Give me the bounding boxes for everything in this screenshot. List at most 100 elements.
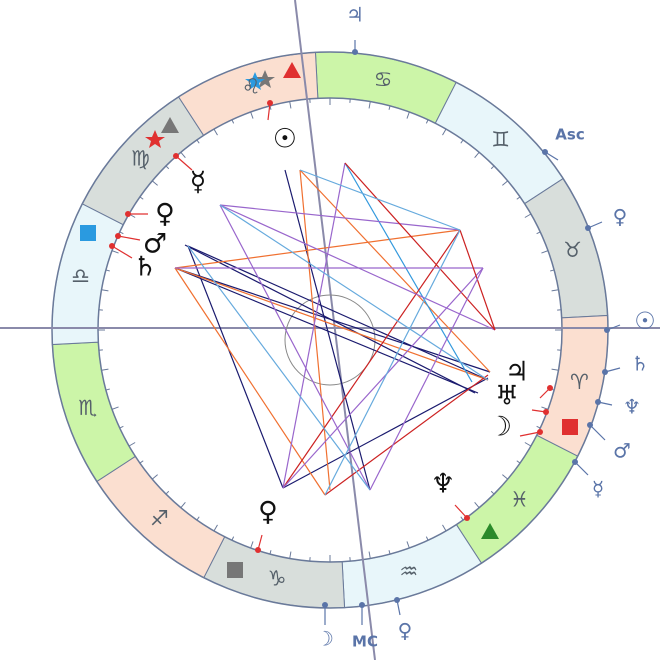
sign-glyph: ♐ bbox=[150, 507, 169, 531]
pointer-line bbox=[175, 155, 193, 171]
degree-tick bbox=[139, 196, 144, 200]
degree-tick bbox=[231, 536, 235, 541]
aspect-line bbox=[219, 204, 371, 491]
aspect-line bbox=[284, 169, 371, 491]
aspect-line bbox=[174, 267, 491, 373]
sign-glyph: ♑ bbox=[268, 566, 287, 590]
transit-glyph: ♀ bbox=[613, 205, 628, 229]
degree-tick bbox=[289, 101, 292, 109]
degree-tick bbox=[551, 368, 559, 371]
degree-tick bbox=[425, 536, 429, 541]
degree-tick bbox=[388, 105, 391, 110]
aspect-line bbox=[344, 162, 473, 383]
sign-glyph: ♍ bbox=[131, 146, 150, 170]
pointer-dot bbox=[267, 100, 273, 106]
planet-glyph: ♅ bbox=[495, 381, 519, 412]
aspect-line bbox=[282, 267, 484, 489]
transit-glyph: ♀ bbox=[398, 619, 413, 643]
degree-tick bbox=[111, 406, 119, 410]
aspect-line bbox=[324, 229, 461, 496]
pointer-line bbox=[574, 461, 589, 476]
sign-glyph: ♓ bbox=[510, 488, 529, 512]
pointer-line bbox=[111, 245, 133, 259]
degree-tick bbox=[289, 551, 292, 559]
transit-glyph: ♆ bbox=[623, 395, 641, 419]
transit-glyph: ♂ bbox=[613, 439, 631, 463]
degree-tick bbox=[368, 101, 371, 109]
sign-glyph: ♏ bbox=[78, 396, 97, 420]
degree-tick bbox=[196, 139, 200, 144]
pointer-dot bbox=[173, 153, 179, 159]
degree-tick bbox=[406, 541, 410, 549]
planet-glyph: ♄ bbox=[133, 252, 157, 283]
pointer-dot bbox=[352, 49, 358, 55]
degree-tick bbox=[119, 425, 124, 429]
aspect-line bbox=[174, 267, 479, 394]
pointer-line bbox=[117, 235, 141, 241]
planet-glyph: ☉ bbox=[273, 124, 297, 155]
transit-glyph: ♃ bbox=[346, 3, 364, 27]
aspect-line bbox=[187, 245, 371, 491]
degree-tick bbox=[213, 524, 218, 532]
sign-glyph: ♊ bbox=[491, 127, 510, 151]
degree-tick bbox=[502, 180, 509, 186]
pointer-dot bbox=[542, 149, 548, 155]
degree-tick bbox=[231, 119, 235, 124]
degree-tick bbox=[213, 128, 218, 136]
pointer-line bbox=[519, 431, 541, 437]
degree-tick bbox=[388, 550, 391, 555]
degree-tick bbox=[105, 388, 110, 391]
degree-tick bbox=[541, 250, 549, 254]
sign-glyph: ♋ bbox=[374, 68, 393, 92]
sign-glyph: ♎ bbox=[71, 264, 90, 288]
planet-glyph: ♃ bbox=[505, 357, 529, 388]
degree-tick bbox=[180, 502, 186, 509]
degree-tick bbox=[550, 269, 555, 272]
pointer-dot bbox=[602, 369, 608, 375]
aspect-line bbox=[299, 169, 461, 231]
degree-tick bbox=[269, 550, 272, 555]
degree-tick bbox=[460, 516, 464, 521]
transit-glyph: ☽ bbox=[316, 627, 334, 651]
aspect-line bbox=[219, 204, 489, 381]
transit-glyph: ☉ bbox=[634, 307, 656, 335]
marker bbox=[80, 225, 96, 241]
planet-glyph: ☿ bbox=[190, 167, 207, 198]
degree-tick bbox=[490, 165, 495, 170]
pointer-dot bbox=[572, 459, 578, 465]
aspect-line bbox=[299, 169, 331, 491]
degree-tick bbox=[128, 442, 136, 447]
degree-tick bbox=[516, 460, 521, 464]
sign-glyph: ♒ bbox=[399, 560, 418, 584]
degree-tick bbox=[250, 111, 254, 119]
mc-axis bbox=[294, 0, 376, 660]
aspect-line bbox=[324, 374, 489, 496]
pointer-dot bbox=[125, 211, 131, 217]
degree-tick bbox=[442, 524, 447, 532]
degree-tick bbox=[101, 289, 109, 292]
degree-tick bbox=[101, 368, 109, 371]
pointer-line bbox=[589, 424, 606, 441]
planet-glyph: ♂ bbox=[143, 229, 167, 260]
marker bbox=[227, 562, 243, 578]
degree-tick bbox=[536, 231, 541, 235]
sign-glyph: ♌ bbox=[242, 74, 261, 98]
pointer-dot bbox=[464, 515, 470, 521]
degree-tick bbox=[151, 180, 158, 186]
pointer-dot bbox=[543, 409, 549, 415]
transit-glyph: Asc bbox=[555, 126, 584, 144]
pointer-dot bbox=[322, 602, 328, 608]
degree-tick bbox=[502, 474, 509, 480]
aspect-line bbox=[187, 245, 284, 489]
degree-tick bbox=[111, 250, 119, 254]
degree-tick bbox=[196, 516, 200, 521]
pointer-dot bbox=[537, 429, 543, 435]
planet-glyph: ♀ bbox=[155, 199, 175, 230]
planet-glyph: ♆ bbox=[431, 469, 455, 500]
degree-tick bbox=[474, 502, 480, 509]
aspect-line bbox=[369, 267, 484, 491]
pointer-dot bbox=[359, 602, 365, 608]
degree-tick bbox=[460, 139, 464, 144]
degree-tick bbox=[516, 196, 521, 200]
